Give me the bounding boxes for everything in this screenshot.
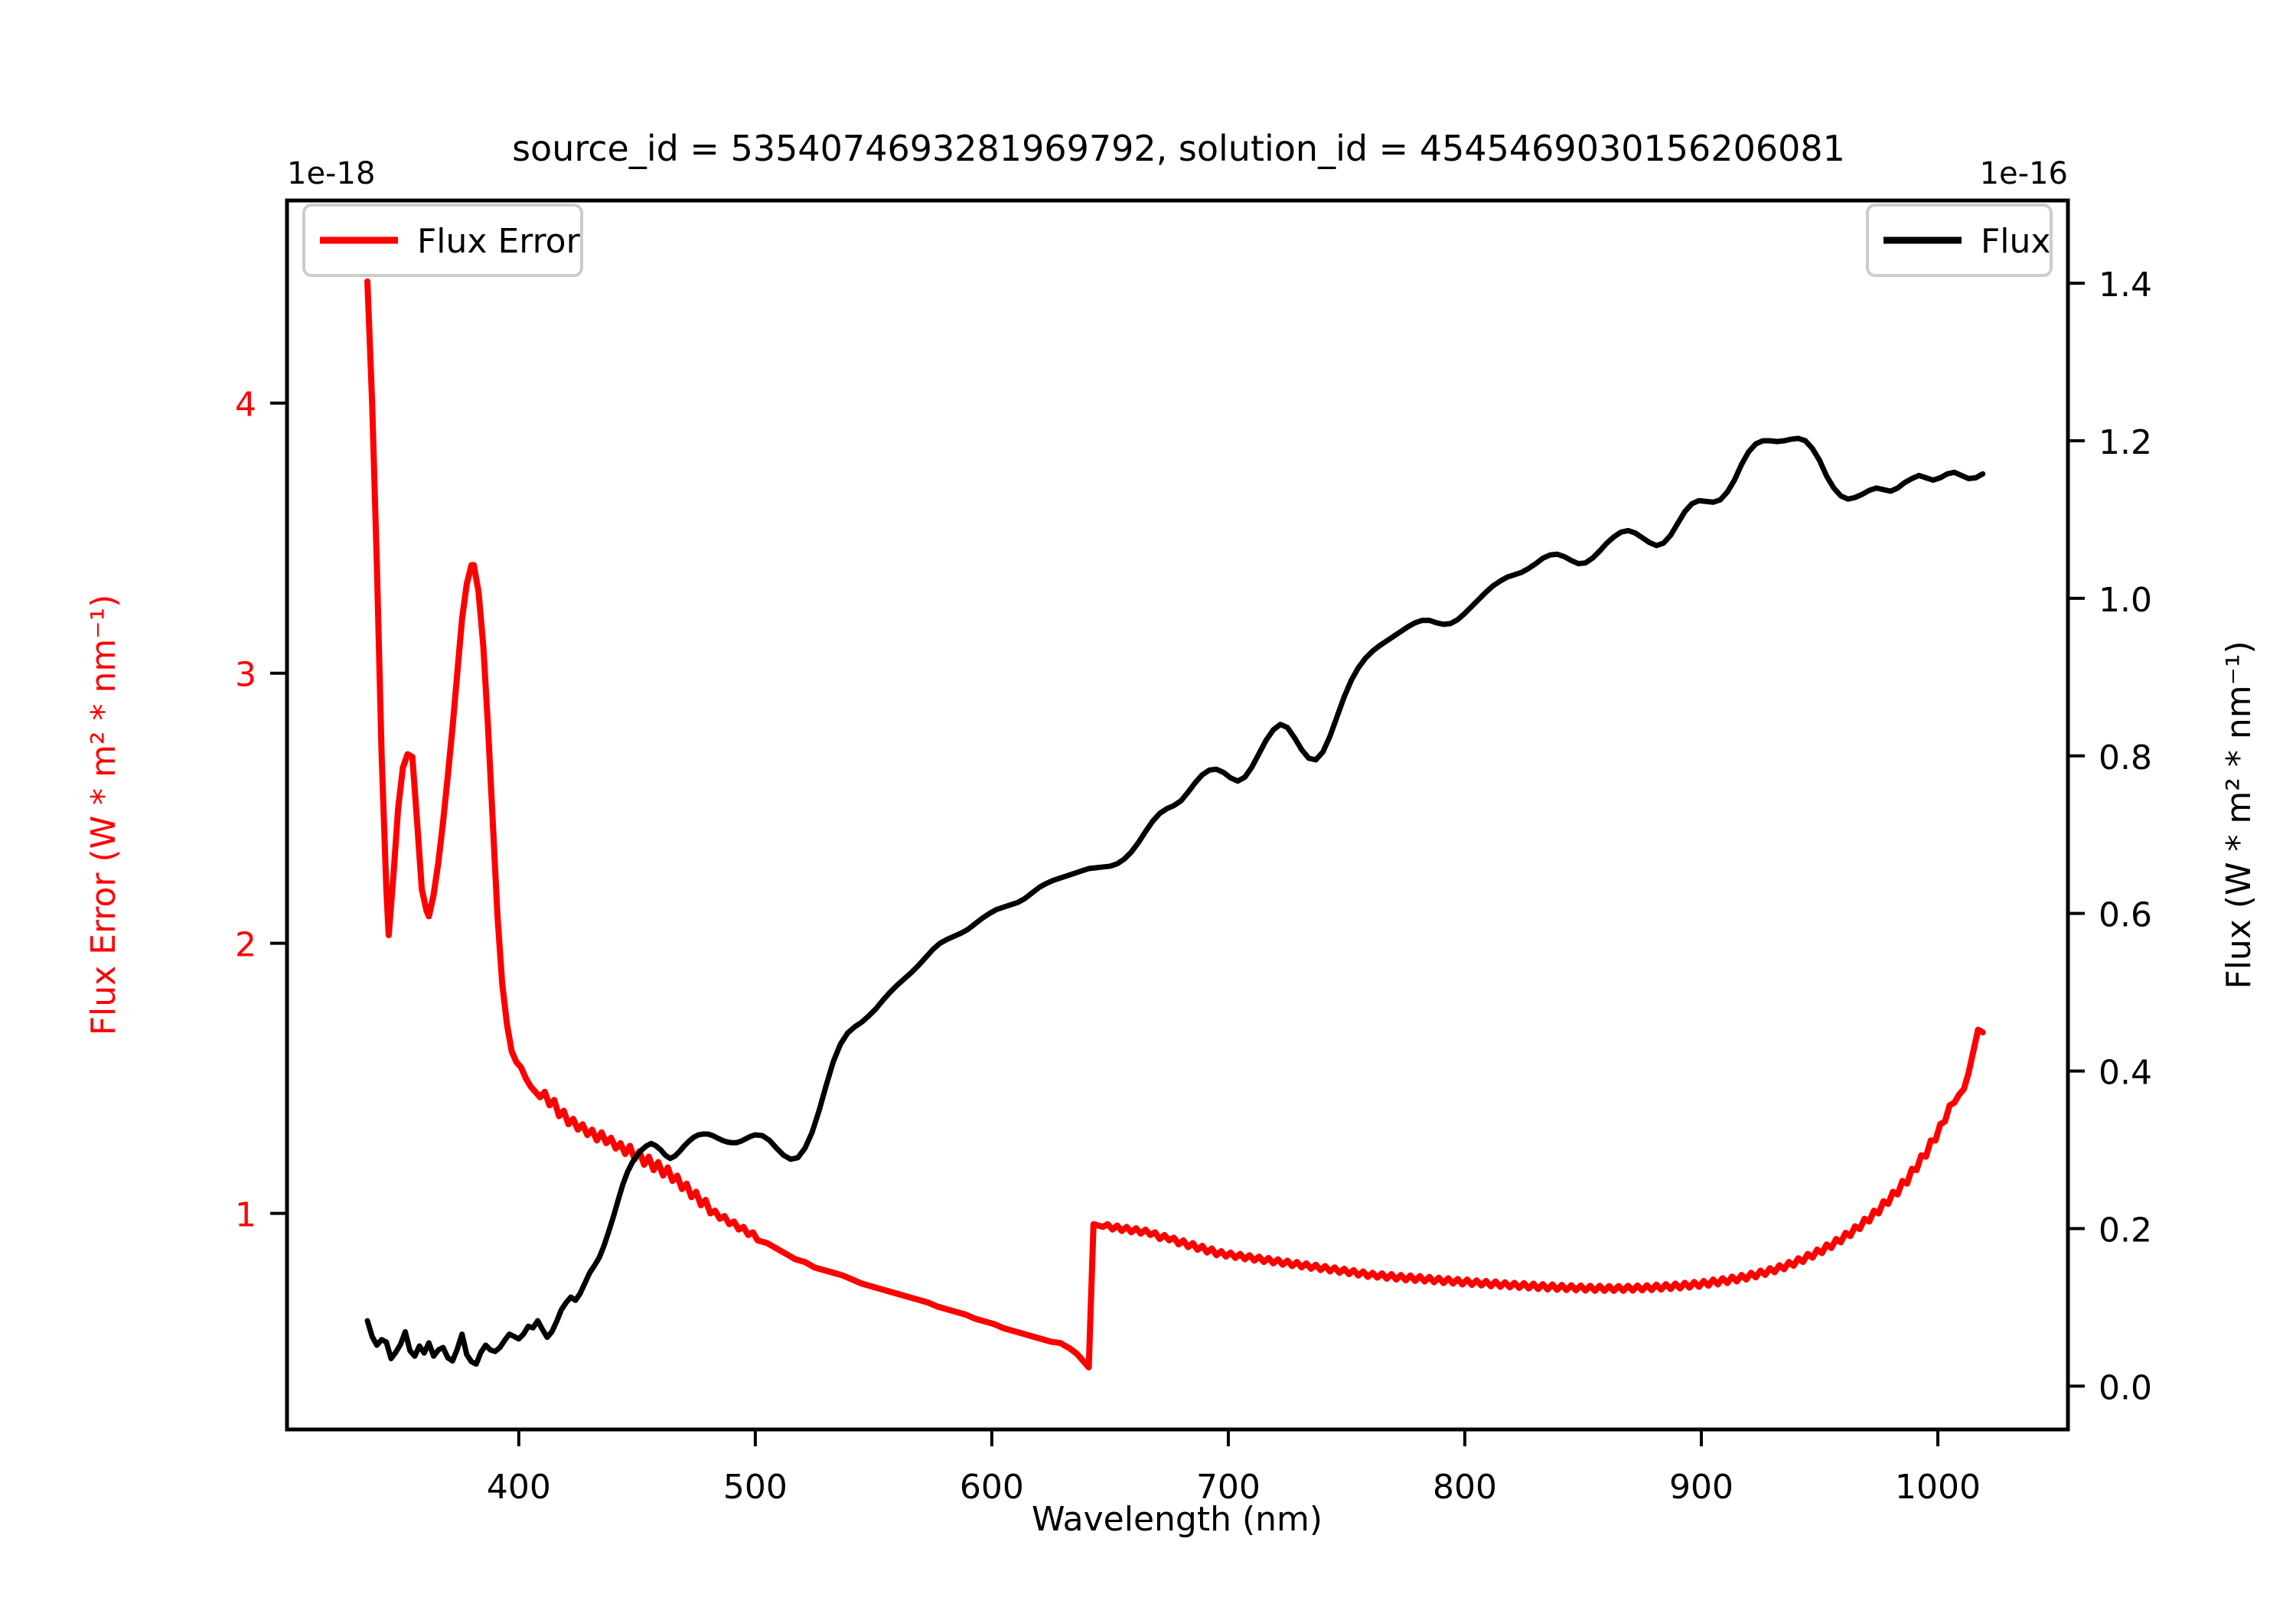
flux-error-series-line (364, 278, 1986, 1371)
right-y-tick-label: 1.4 (2099, 266, 2152, 305)
x-tick-label: 400 (487, 1468, 551, 1507)
x-tick-label: 500 (723, 1468, 788, 1507)
x-tick-label: 600 (960, 1468, 1024, 1507)
right-y-axis-label: Flux (W * m² * nm⁻¹) (2219, 641, 2258, 989)
left-y-tick-label: 1 (235, 1196, 256, 1235)
right-y-tick-label: 0.8 (2099, 738, 2152, 777)
legend-flux-error-label: Flux Error (417, 222, 581, 261)
left-y-axis-label: Flux Error (W * m² * nm⁻¹) (84, 595, 123, 1036)
axes-frame (285, 198, 2070, 1432)
x-tick-label: 900 (1669, 1468, 1733, 1507)
left-axis-offset-text: 1e-18 (287, 156, 375, 191)
right-axis-offset-text: 1e-16 (1980, 156, 2068, 191)
right-y-tick-label: 1.0 (2099, 581, 2152, 620)
x-tick-label: 800 (1433, 1468, 1497, 1507)
left-y-tick-label: 4 (235, 386, 256, 425)
left-y-tick-label: 2 (235, 926, 256, 965)
x-axis-ticks: 400 500 600 700 800 900 1000 (487, 1429, 1981, 1507)
left-y-tick-label: 3 (235, 656, 256, 695)
left-y-axis-ticks: 1 2 3 4 (235, 386, 287, 1235)
right-y-axis-ticks: 0.0 0.2 0.4 0.6 0.8 1.0 1.2 1.4 (2068, 266, 2152, 1407)
legend-flux[interactable]: Flux (1866, 204, 2053, 277)
flux-series-line (364, 435, 1986, 1367)
x-tick-label: 700 (1196, 1468, 1261, 1507)
right-y-tick-label: 0.6 (2099, 896, 2152, 935)
x-tick-label: 1000 (1895, 1468, 1981, 1507)
right-y-tick-label: 0.0 (2099, 1368, 2152, 1407)
right-y-tick-label: 0.2 (2099, 1211, 2152, 1250)
page-title: source_id = 5354074693281969792, solutio… (512, 128, 1845, 169)
legend-flux-label: Flux (1981, 222, 2050, 261)
right-y-tick-label: 0.4 (2099, 1054, 2152, 1093)
right-y-tick-label: 1.2 (2099, 423, 2152, 462)
x-axis-label: Wavelength (nm) (1032, 1500, 1322, 1539)
legend-flux-error[interactable]: Flux Error (302, 204, 583, 277)
legend-flux-error-box (302, 204, 583, 277)
